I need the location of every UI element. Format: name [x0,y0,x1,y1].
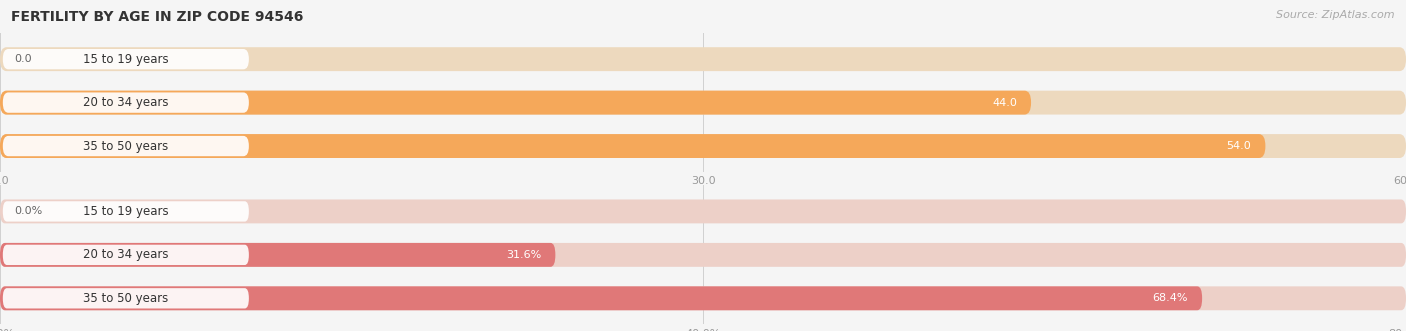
FancyBboxPatch shape [3,136,249,156]
Text: 35 to 50 years: 35 to 50 years [83,140,169,153]
Text: 15 to 19 years: 15 to 19 years [83,205,169,218]
Text: 44.0: 44.0 [993,98,1017,108]
FancyBboxPatch shape [0,243,1406,267]
FancyBboxPatch shape [0,200,1406,223]
Text: 35 to 50 years: 35 to 50 years [83,292,169,305]
FancyBboxPatch shape [3,49,249,69]
FancyBboxPatch shape [0,286,1202,310]
FancyBboxPatch shape [0,134,1406,158]
Text: 54.0: 54.0 [1226,141,1251,151]
FancyBboxPatch shape [3,201,249,221]
Text: 0.0%: 0.0% [14,207,42,216]
FancyBboxPatch shape [0,47,1406,71]
Text: 31.6%: 31.6% [506,250,541,260]
Text: 20 to 34 years: 20 to 34 years [83,248,169,261]
FancyBboxPatch shape [0,243,555,267]
Text: 68.4%: 68.4% [1153,293,1188,303]
Text: FERTILITY BY AGE IN ZIP CODE 94546: FERTILITY BY AGE IN ZIP CODE 94546 [11,10,304,24]
FancyBboxPatch shape [0,134,1265,158]
Text: 0.0: 0.0 [14,54,32,64]
Text: 20 to 34 years: 20 to 34 years [83,96,169,109]
Text: 15 to 19 years: 15 to 19 years [83,53,169,66]
FancyBboxPatch shape [0,286,1406,310]
Text: Source: ZipAtlas.com: Source: ZipAtlas.com [1277,10,1395,20]
FancyBboxPatch shape [3,245,249,265]
FancyBboxPatch shape [0,91,1406,115]
FancyBboxPatch shape [3,92,249,113]
FancyBboxPatch shape [3,288,249,308]
FancyBboxPatch shape [0,91,1031,115]
